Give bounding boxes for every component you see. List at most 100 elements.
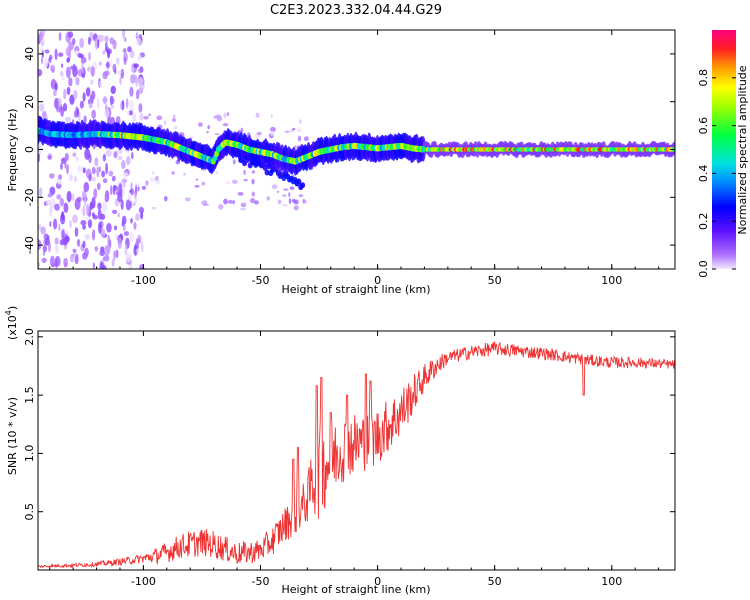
noise-cell xyxy=(102,265,107,269)
noise-cell xyxy=(107,50,111,59)
noise-cell xyxy=(129,100,135,112)
colorbar: 0.0 0.2 0.4 0.6 0.8 Normalized spectral ampl… xyxy=(697,30,749,278)
noise-cell xyxy=(88,36,91,46)
noise-cell xyxy=(65,66,71,79)
snr-x-tick-label: -50 xyxy=(251,575,269,588)
noise-cell xyxy=(151,171,156,175)
spectrogram-y-tick-label: 20 xyxy=(23,95,36,109)
noise-cell xyxy=(102,256,106,262)
noise-cell xyxy=(117,192,123,203)
noise-cell xyxy=(54,203,60,211)
noise-cell xyxy=(55,243,59,254)
noise-cell xyxy=(195,178,199,181)
noise-cell xyxy=(115,249,119,259)
noise-cell xyxy=(120,68,125,79)
noise-cell xyxy=(145,180,149,186)
branch-cell xyxy=(242,160,248,167)
noise-cell xyxy=(251,191,255,197)
noise-cell xyxy=(87,218,93,229)
snr-panel: -100 -50 0 50 100 0.5 1.0 1.5 2.0 Height of str… xyxy=(4,306,676,596)
noise-cell xyxy=(63,202,69,214)
noise-cell xyxy=(125,199,132,211)
noise-cell xyxy=(303,136,309,142)
noise-cell xyxy=(47,193,53,198)
noise-cell xyxy=(110,185,113,196)
noise-cell xyxy=(98,34,105,43)
spectrogram-x-tick-label: -100 xyxy=(131,274,156,287)
snr-y-scale-base: (x10 xyxy=(6,315,19,340)
noise-cell xyxy=(60,106,65,117)
spectrogram-y-tick-label: -20 xyxy=(23,188,36,206)
noise-cell xyxy=(82,207,85,215)
noise-cell xyxy=(249,197,256,204)
noise-cell xyxy=(56,194,62,200)
noise-cell xyxy=(124,243,128,256)
noise-cell xyxy=(173,114,176,120)
noise-cell xyxy=(215,170,218,175)
noise-cell xyxy=(293,205,299,211)
spectrogram-x-ticks: -100 -50 0 50 100 xyxy=(49,30,660,287)
noise-cell xyxy=(243,178,248,182)
noise-cell xyxy=(84,196,87,207)
branch-cell xyxy=(262,164,268,171)
noise-cell xyxy=(90,66,95,77)
noise-cell xyxy=(151,206,157,210)
noise-cell xyxy=(226,112,230,117)
noise-cell xyxy=(66,86,71,96)
noise-cell xyxy=(194,185,200,188)
noise-cell xyxy=(98,166,101,173)
noise-cell xyxy=(91,229,96,241)
noise-cell xyxy=(54,97,59,109)
noise-cell xyxy=(110,104,115,109)
noise-cell xyxy=(90,79,94,85)
noise-cell xyxy=(101,201,108,213)
noise-cell xyxy=(44,237,50,246)
noise-cell xyxy=(270,126,276,133)
noise-cell xyxy=(115,233,119,240)
noise-cell xyxy=(243,169,246,175)
noise-cell xyxy=(66,163,70,175)
noise-cell xyxy=(128,232,135,242)
noise-cell xyxy=(123,172,129,178)
snr-y-scale-close: ) xyxy=(6,306,19,310)
noise-cell xyxy=(148,113,151,117)
branch-cell xyxy=(264,169,270,176)
noise-cell xyxy=(47,155,52,160)
noise-cell xyxy=(103,245,110,256)
noise-cell xyxy=(266,196,271,201)
noise-cell xyxy=(60,162,63,170)
noise-cell xyxy=(100,228,106,238)
noise-cell xyxy=(103,254,110,262)
noise-cell xyxy=(81,62,84,74)
noise-cell xyxy=(232,199,236,205)
snr-x-tick-label: -100 xyxy=(131,575,156,588)
noise-cell xyxy=(138,206,145,214)
noise-cell xyxy=(50,64,56,73)
noise-cell xyxy=(68,77,73,87)
noise-cell xyxy=(207,125,211,130)
noise-cell xyxy=(133,201,136,207)
noise-cell xyxy=(138,87,144,95)
noise-cell xyxy=(71,193,75,202)
noise-cell xyxy=(94,246,99,252)
noise-cell xyxy=(58,174,62,180)
noise-cell xyxy=(102,71,108,80)
noise-cell xyxy=(49,186,56,196)
noise-cell xyxy=(82,240,86,249)
noise-cell xyxy=(129,50,135,59)
noise-cell xyxy=(270,130,275,137)
noise-cell xyxy=(80,220,87,226)
noise-cell xyxy=(82,224,86,230)
noise-cell xyxy=(130,151,134,160)
noise-cell xyxy=(123,224,126,231)
colorbar-ticks: 0.0 0.2 0.4 0.6 0.8 xyxy=(697,69,736,278)
noise-cell xyxy=(53,89,57,97)
noise-cell xyxy=(227,200,234,204)
snr-y-tick-label: 1.0 xyxy=(23,445,36,463)
noise-cell xyxy=(84,148,91,160)
noise-cell xyxy=(130,74,136,84)
colorbar-label: Normalized spectral amplitude xyxy=(736,65,749,234)
noise-cell xyxy=(237,191,244,196)
noise-cell xyxy=(91,176,96,182)
noise-cell xyxy=(136,248,139,254)
